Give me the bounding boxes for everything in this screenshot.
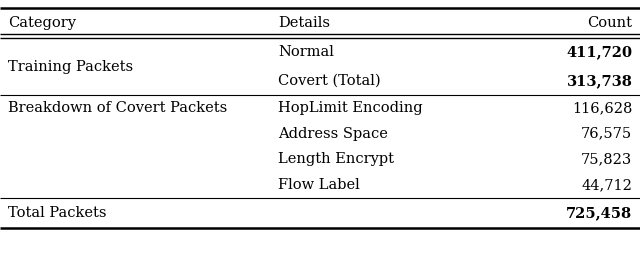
Text: Address Space: Address Space xyxy=(278,127,388,141)
Text: Count: Count xyxy=(588,16,632,30)
Text: Length Encrypt: Length Encrypt xyxy=(278,152,394,166)
Text: 44,712: 44,712 xyxy=(582,178,632,192)
Text: Breakdown of Covert Packets: Breakdown of Covert Packets xyxy=(8,101,227,115)
Text: 76,575: 76,575 xyxy=(581,127,632,141)
Text: Flow Label: Flow Label xyxy=(278,178,360,192)
Text: 725,458: 725,458 xyxy=(566,206,632,220)
Text: 313,738: 313,738 xyxy=(566,74,632,88)
Text: Total Packets: Total Packets xyxy=(8,206,106,220)
Text: 75,823: 75,823 xyxy=(581,152,632,166)
Text: Category: Category xyxy=(8,16,76,30)
Text: 411,720: 411,720 xyxy=(566,45,632,59)
Text: HopLimit Encoding: HopLimit Encoding xyxy=(278,101,423,115)
Text: Normal: Normal xyxy=(278,45,334,59)
Text: Covert (Total): Covert (Total) xyxy=(278,74,381,88)
Text: 116,628: 116,628 xyxy=(572,101,632,115)
Text: Training Packets: Training Packets xyxy=(8,60,133,74)
Text: Details: Details xyxy=(278,16,330,30)
